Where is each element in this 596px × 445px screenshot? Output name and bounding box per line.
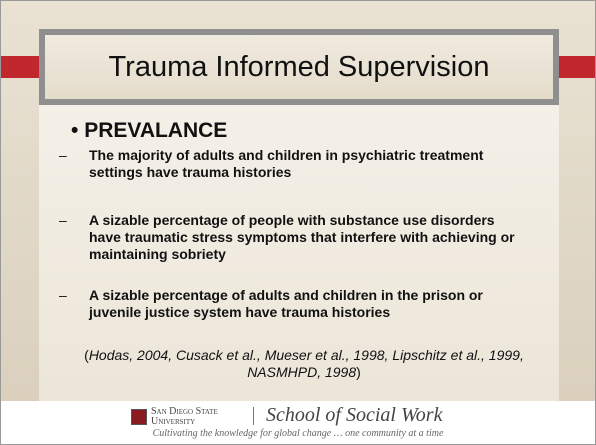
heading: • PREVALANCE <box>71 119 228 142</box>
logo: San Diego State University <box>131 407 218 427</box>
school-name: School of Social Work <box>266 404 443 426</box>
logo-line: San Diego State <box>151 406 218 417</box>
bullet-text: A sizable percentage of people with subs… <box>89 212 515 262</box>
footer: San Diego State University School of Soc… <box>1 401 595 444</box>
citation: (Hodas, 2004, Cusack et al., Mueser et a… <box>69 347 539 381</box>
logo-icon <box>131 409 147 425</box>
citation-text: Hodas, 2004, Cusack et al., Mueser et al… <box>88 347 524 380</box>
bullet: – The majority of adults and children in … <box>59 147 529 181</box>
paren: ) <box>356 364 361 380</box>
red-bar <box>557 56 595 78</box>
paren: ( <box>84 347 89 363</box>
red-bar <box>1 56 41 78</box>
divider <box>253 407 254 425</box>
tagline: Cultivating the knowledge for global cha… <box>152 428 444 439</box>
heading-text: PREVALANCE <box>84 119 228 142</box>
bullet-text: The majority of adults and children in p… <box>89 147 484 180</box>
logo-line: University <box>151 416 196 427</box>
bullet: – A sizable percentage of people with sub… <box>59 212 529 263</box>
title-box: Trauma Informed Supervision <box>39 29 559 105</box>
slide-title: Trauma Informed Supervision <box>108 50 490 83</box>
content: • PREVALANCE – The majority of adults and… <box>39 105 559 401</box>
bullet: – A sizable percentage of adults and chil… <box>59 287 529 321</box>
bullet-text: A sizable percentage of adults and child… <box>89 287 483 320</box>
